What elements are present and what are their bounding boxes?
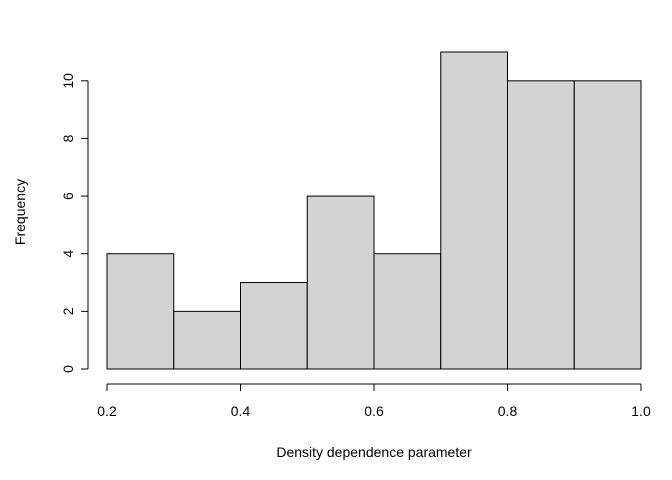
- y-tick-label: 0: [60, 365, 76, 373]
- y-axis-label: Frequency: [12, 179, 28, 245]
- y-tick-label: 2: [60, 307, 76, 315]
- x-axis-label: Density dependence parameter: [276, 444, 472, 460]
- x-tick-label: 1.0: [631, 403, 651, 419]
- x-tick-label: 0.8: [498, 403, 518, 419]
- histogram-bar-3: [240, 282, 308, 370]
- x-tick-label: 0.6: [364, 403, 384, 419]
- histogram-bar-4: [306, 195, 375, 370]
- x-axis: 0.2 0.4 0.6 0.8 1.0: [97, 383, 651, 419]
- y-tick-label: 8: [60, 134, 76, 142]
- histogram-bar-1: [106, 253, 175, 370]
- histogram-bar-2: [173, 310, 241, 370]
- histogram-bar-5: [373, 253, 442, 370]
- y-tick-label: 4: [60, 250, 76, 258]
- histogram-bar-7: [507, 80, 575, 370]
- histogram-bars: [106, 51, 642, 370]
- y-tick-label: 10: [60, 73, 76, 89]
- y-tick-label: 6: [60, 192, 76, 200]
- histogram-bar-8: [573, 80, 642, 370]
- y-axis: 0 2 4 6 8 10: [60, 73, 89, 373]
- x-tick-label: 0.4: [231, 403, 251, 419]
- histogram-bar-6: [440, 51, 508, 370]
- x-tick-label: 0.2: [97, 403, 117, 419]
